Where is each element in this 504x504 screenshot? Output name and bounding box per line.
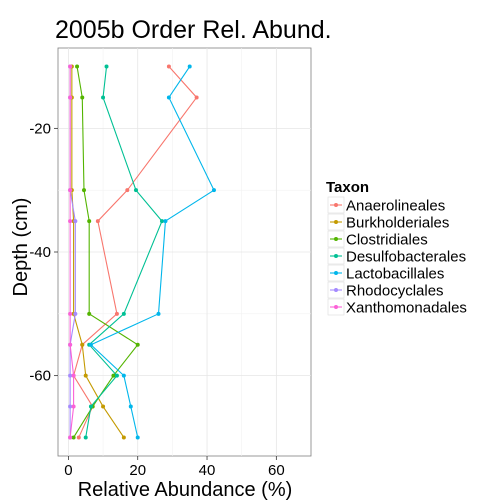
legend-item: Clostridiales: [327, 230, 428, 249]
legend-label: Desulfobacterales: [346, 249, 466, 266]
legend-key-point: [334, 254, 338, 258]
data-point: [121, 435, 126, 440]
data-point: [87, 311, 92, 316]
y-axis-label: Depth (cm): [10, 198, 32, 297]
data-point: [163, 219, 168, 224]
data-point: [76, 435, 81, 440]
y-tick-label: -60: [29, 368, 51, 385]
legend-item: Burkholderiales: [327, 213, 449, 232]
data-point: [87, 219, 92, 224]
data-point: [80, 342, 85, 347]
data-point: [125, 188, 130, 193]
data-point: [111, 373, 116, 378]
legend-key-point: [334, 288, 338, 292]
x-tick-label: 40: [199, 462, 216, 479]
data-point: [101, 95, 106, 100]
legend-item: Desulfobacterales: [327, 247, 466, 266]
data-point: [128, 404, 133, 409]
data-point: [101, 404, 106, 409]
y-tick-label: -40: [29, 244, 51, 261]
data-point: [211, 188, 216, 193]
legend-item: Lactobacillales: [327, 264, 444, 283]
data-point: [135, 435, 140, 440]
data-point: [68, 311, 73, 316]
data-point: [71, 404, 76, 409]
legend-item: Xanthomonadales: [327, 298, 467, 317]
legend: Taxon AnaerolinealesBurkholderialesClost…: [326, 179, 467, 317]
chart-title: 2005b Order Rel. Abund.: [55, 16, 332, 44]
data-point: [83, 435, 88, 440]
data-point: [104, 64, 109, 69]
data-point: [71, 435, 76, 440]
data-point: [73, 219, 78, 224]
data-point: [71, 373, 76, 378]
data-point: [95, 219, 100, 224]
data-point: [88, 342, 93, 347]
x-axis-label: Relative Abundance (%): [78, 479, 293, 501]
legend-label: Anaerolineales: [346, 198, 445, 215]
data-point: [121, 373, 126, 378]
data-point: [83, 373, 88, 378]
legend-key-point: [334, 305, 338, 309]
data-point: [166, 95, 171, 100]
legend-title: Taxon: [326, 179, 369, 196]
series-xanthomonadales: [68, 64, 76, 440]
data-point: [121, 311, 126, 316]
data-point: [73, 311, 78, 316]
legend-key-point: [334, 220, 338, 224]
legend-label: Xanthomonadales: [346, 300, 467, 317]
data-point: [114, 373, 119, 378]
data-point: [187, 64, 192, 69]
data-point: [68, 373, 73, 378]
data-point: [166, 64, 171, 69]
legend-label: Lactobacillales: [346, 266, 444, 283]
x-tick-label: 0: [64, 462, 72, 479]
series-lactobacillales: [88, 64, 216, 440]
tick-layer: 0 20 40 60 -20 -40 -60: [29, 120, 284, 479]
legend-label: Clostridiales: [346, 232, 428, 249]
data-point: [68, 64, 73, 69]
data-point: [68, 188, 73, 193]
data-point: [133, 188, 138, 193]
data-point: [68, 435, 73, 440]
data-point: [194, 95, 199, 100]
data-point: [68, 95, 73, 100]
x-tick-label: 60: [268, 462, 285, 479]
data-point: [80, 95, 85, 100]
data-point: [81, 188, 86, 193]
series-layer: [68, 64, 216, 440]
legend-item: Rhodocyclales: [327, 281, 444, 300]
legend-item: Anaerolineales: [327, 196, 445, 215]
legend-items: AnaerolinealesBurkholderialesClostridial…: [327, 196, 467, 317]
legend-key-point: [334, 237, 338, 241]
data-point: [114, 311, 119, 316]
data-point: [75, 64, 80, 69]
data-point: [135, 342, 140, 347]
data-point: [68, 219, 73, 224]
data-point: [159, 219, 164, 224]
data-point: [88, 404, 93, 409]
x-tick-label: 20: [129, 462, 146, 479]
legend-label: Burkholderiales: [346, 215, 449, 232]
data-point: [68, 342, 73, 347]
legend-key-point: [334, 271, 338, 275]
data-point: [156, 311, 161, 316]
legend-label: Rhodocyclales: [346, 283, 444, 300]
legend-key-point: [334, 203, 338, 207]
data-point: [68, 404, 73, 409]
y-tick-label: -20: [29, 120, 51, 137]
